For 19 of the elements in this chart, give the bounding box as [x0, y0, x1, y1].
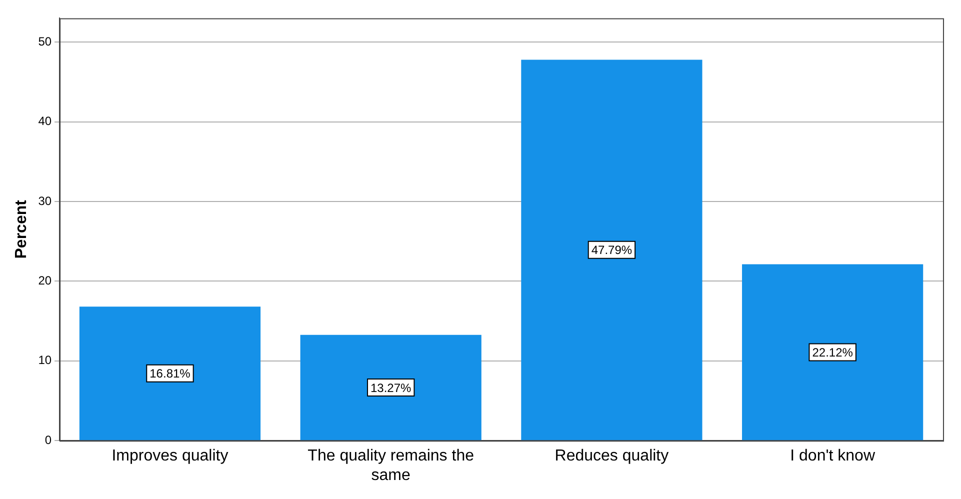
bar: [300, 334, 482, 440]
data-label: 13.27%: [370, 380, 412, 395]
y-tick-label: 0: [44, 432, 52, 447]
y-axis-title: Percent: [13, 199, 30, 259]
y-tick-label: 30: [38, 194, 52, 208]
bar: [742, 264, 924, 440]
x-tick-label: The quality remains the same: [308, 448, 474, 484]
x-tick-label: Improves quality: [112, 448, 228, 465]
data-label: 47.79%: [591, 243, 632, 258]
bar: [521, 60, 702, 440]
x-tick-label: I don't know: [790, 448, 876, 465]
y-tick-label: 40: [38, 114, 52, 128]
data-label: 16.81%: [150, 366, 191, 381]
bar: [79, 306, 261, 440]
data-label: 22.12%: [812, 346, 854, 360]
y-tick-label: 50: [38, 34, 52, 48]
y-tick-label: 20: [38, 274, 52, 288]
y-tick-label: 10: [38, 353, 52, 368]
x-tick-label: Reduces quality: [554, 448, 669, 465]
